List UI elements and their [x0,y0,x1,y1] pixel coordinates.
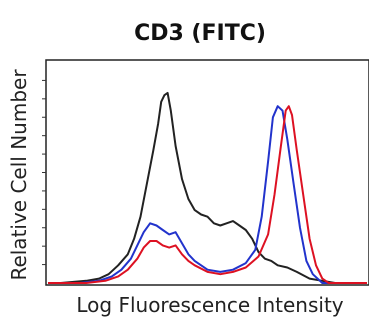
plot-frame [45,59,369,286]
series-line-3 [48,105,367,284]
series-line-2 [48,105,367,284]
y-axis-label: Relative Cell Number [7,69,31,281]
x-axis-label: Log Fluorescence Intensity [76,293,343,317]
y-axis-minor-ticks [42,79,46,266]
series-line-1 [48,91,367,284]
series-layer [48,91,367,284]
chart-title: CD3 (FITC) [134,21,266,46]
